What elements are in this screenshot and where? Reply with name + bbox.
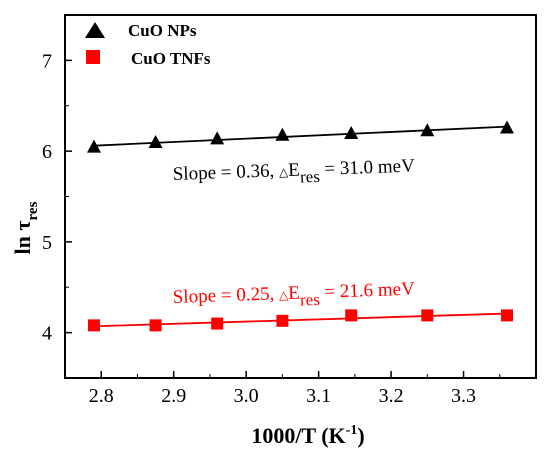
annotation-cuo-nps-delta: △ <box>279 165 289 179</box>
data-point-cuo-nps <box>344 125 359 139</box>
x-axis-title: 1000/T (K-1) <box>251 423 364 448</box>
data-point-cuo-tnfs <box>149 319 162 332</box>
annotation-cuo-nps: Slope = 0.36, △Eres = 31.0 meV <box>172 156 415 191</box>
annotation-cuo-tnfs-sub: res <box>300 290 320 310</box>
annotation-cuo-tnfs-prefix: Slope = 0.25, <box>172 283 279 308</box>
x-tick-label: 2.8 <box>89 385 114 407</box>
data-point-cuo-nps <box>500 120 515 134</box>
x-axis-title-main: 1000/T (K <box>251 423 345 448</box>
data-point-cuo-nps <box>148 135 163 149</box>
legend-marker-cuo-tnfs <box>86 50 100 64</box>
x-tick-label: 3.2 <box>379 385 404 407</box>
y-tick-label: 5 <box>42 232 52 254</box>
data-point-cuo-tnfs <box>211 317 224 330</box>
fit-line-cuo-nps <box>93 125 508 147</box>
y-axis-title: ln τres <box>10 201 41 254</box>
annotation-cuo-nps-sub: res <box>300 167 320 187</box>
legend-label-cuo-nps: CuO NPs <box>128 21 197 40</box>
x-tick-label: 3.1 <box>306 385 331 407</box>
x-axis-title-sup: -1 <box>346 423 358 438</box>
legend-marker-cuo-nps <box>85 22 105 38</box>
annotation-cuo-nps-prefix: Slope = 0.36, <box>172 160 279 185</box>
annotation-cuo-tnfs-delta: △ <box>279 288 289 302</box>
data-point-cuo-nps <box>86 139 101 153</box>
y-tick-label: 4 <box>42 323 52 345</box>
data-point-cuo-tnfs <box>276 314 289 327</box>
y-axis-title-sub: res <box>25 201 41 220</box>
data-markers <box>86 120 515 332</box>
y-axis-title-main: ln τ <box>10 220 35 254</box>
data-point-cuo-nps <box>420 123 435 137</box>
fit-line-cuo-tnfs <box>93 312 508 328</box>
annotation-cuo-tnfs: Slope = 0.25, △Eres = 21.6 meV <box>172 279 415 314</box>
data-point-cuo-tnfs <box>345 309 358 322</box>
legend: CuO NPs CuO TNFs <box>85 21 211 68</box>
x-axis-title-tail: ) <box>357 423 364 448</box>
annotation-cuo-tnfs-e: E <box>288 283 300 304</box>
data-point-cuo-tnfs <box>501 309 514 322</box>
plot-frame <box>64 14 537 379</box>
data-point-cuo-tnfs <box>87 319 100 332</box>
data-point-cuo-nps <box>275 127 290 141</box>
x-tick-label: 3.3 <box>451 385 476 407</box>
x-tick-label: 2.9 <box>161 385 186 407</box>
y-tick-label: 7 <box>42 50 52 72</box>
annotation-cuo-nps-e: E <box>288 160 300 181</box>
data-point-cuo-tnfs <box>421 309 434 322</box>
x-tick-label: 3.0 <box>234 385 259 407</box>
fit-lines <box>93 125 508 328</box>
annotation-cuo-tnfs-suffix: = 21.6 meV <box>319 279 415 303</box>
annotation-cuo-nps-suffix: = 31.0 meV <box>319 156 415 180</box>
axis-ticks: 2.8 2.9 3.0 3.1 3.2 3.3 4 5 6 7 <box>42 14 537 407</box>
legend-label-cuo-tnfs: CuO TNFs <box>131 49 211 68</box>
data-point-cuo-nps <box>210 131 225 145</box>
y-tick-label: 6 <box>42 141 52 163</box>
